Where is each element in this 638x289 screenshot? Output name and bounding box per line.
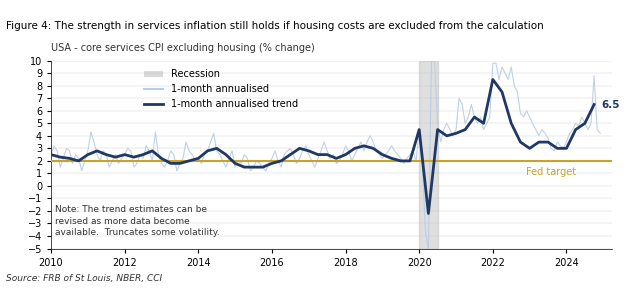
Text: Fed target: Fed target bbox=[526, 167, 576, 177]
Legend: Recession, 1-month annualised, 1-month annualised trend: Recession, 1-month annualised, 1-month a… bbox=[140, 66, 302, 113]
Text: Source: FRB of St Louis, NBER, CCI: Source: FRB of St Louis, NBER, CCI bbox=[6, 274, 163, 283]
Text: Figure 4: The strength in services inflation still holds if housing costs are ex: Figure 4: The strength in services infla… bbox=[6, 21, 544, 31]
Text: Note: The trend estimates can be
revised as more data become
available.  Truncat: Note: The trend estimates can be revised… bbox=[55, 205, 219, 237]
Text: USA - core services CPI excluding housing (% change): USA - core services CPI excluding housin… bbox=[51, 43, 315, 53]
Bar bbox=[419, 61, 438, 249]
Text: 6.5: 6.5 bbox=[602, 99, 620, 110]
